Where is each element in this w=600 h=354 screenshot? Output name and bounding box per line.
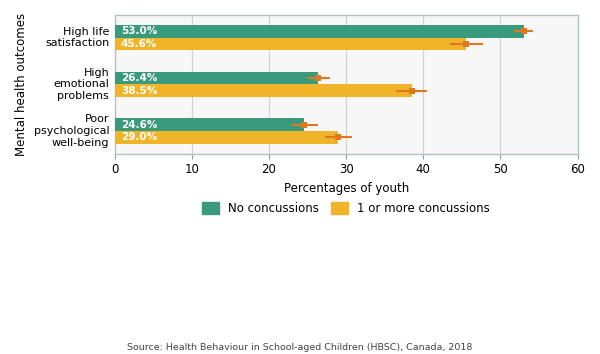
Text: Source: Health Behaviour in School-aged Children (HBSC), Canada, 2018: Source: Health Behaviour in School-aged … [127,343,473,353]
Y-axis label: Mental health outcomes: Mental health outcomes [15,13,28,156]
Text: 53.0%: 53.0% [121,26,157,36]
Legend: No concussions, 1 or more concussions: No concussions, 1 or more concussions [198,197,494,220]
Bar [115,25,524,38]
Text: 24.6%: 24.6% [121,120,157,130]
Text: 26.4%: 26.4% [121,73,157,83]
Text: 38.5%: 38.5% [121,86,157,96]
Bar [115,131,338,144]
Bar [115,72,319,84]
Bar [115,38,466,50]
Text: 45.6%: 45.6% [121,39,157,49]
Text: 29.0%: 29.0% [121,132,157,142]
Bar [115,84,412,97]
Bar [115,118,304,131]
X-axis label: Percentages of youth: Percentages of youth [284,182,409,195]
